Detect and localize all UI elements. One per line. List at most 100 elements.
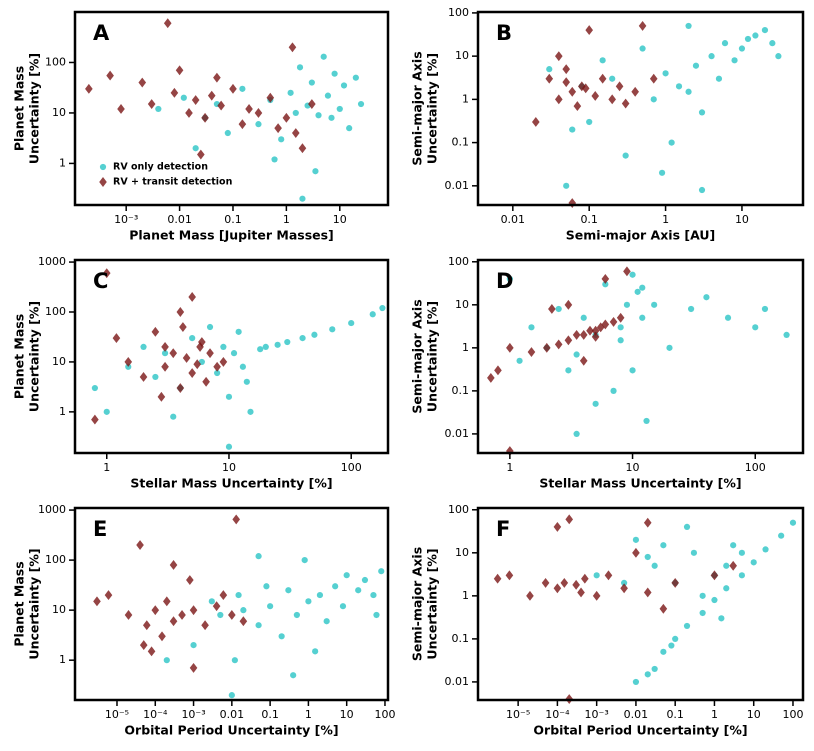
data-point xyxy=(298,143,307,154)
x-axis-label: Stellar Mass Uncertainty [%] xyxy=(539,476,741,491)
data-point xyxy=(659,603,668,614)
data-point xyxy=(666,344,673,351)
y-axis-label: Planet Mass xyxy=(12,314,27,399)
y-tick-label: 10 xyxy=(455,49,469,62)
x-tick-label: 10 xyxy=(333,213,347,226)
y-tick-label: 100 xyxy=(448,255,469,268)
y-tick-label: 1000 xyxy=(38,503,66,516)
data-point xyxy=(596,322,605,333)
y-tick-label: 1 xyxy=(462,589,469,602)
y-tick-label: 100 xyxy=(45,553,66,566)
data-point xyxy=(565,514,574,525)
x-tick-label: 0.01 xyxy=(624,708,649,721)
data-point xyxy=(336,105,343,113)
x-axis-label: Semi-major Axis [AU] xyxy=(566,228,716,243)
data-point xyxy=(278,633,285,640)
y-tick-label: 10 xyxy=(455,298,469,311)
data-point xyxy=(493,573,502,584)
data-point xyxy=(370,591,377,599)
data-point xyxy=(179,322,187,332)
legend-label: RV only detection xyxy=(113,162,208,173)
x-tick-label: 10 xyxy=(626,461,640,474)
data-point xyxy=(189,605,198,616)
data-point xyxy=(85,83,93,94)
data-point xyxy=(683,622,691,630)
data-point xyxy=(312,168,319,175)
data-point xyxy=(255,622,262,629)
data-point xyxy=(750,559,757,566)
data-point xyxy=(217,100,225,111)
data-point xyxy=(182,353,191,363)
data-point xyxy=(228,610,236,620)
data-point xyxy=(225,443,233,450)
x-tick-label: 1 xyxy=(305,708,312,721)
data-point xyxy=(591,325,600,336)
plot-frame xyxy=(476,506,805,702)
data-point xyxy=(140,343,147,350)
data-point xyxy=(639,284,646,291)
data-point xyxy=(201,620,209,631)
x-tick-label: 10 xyxy=(222,461,236,474)
data-point xyxy=(225,393,233,400)
data-point xyxy=(102,268,111,279)
data-point xyxy=(643,517,652,528)
data-point xyxy=(586,118,593,126)
data-point xyxy=(564,335,573,346)
data-point xyxy=(703,294,710,301)
data-point xyxy=(186,575,194,585)
data-point xyxy=(585,25,593,36)
data-point xyxy=(163,18,172,29)
data-point xyxy=(731,57,738,64)
data-point xyxy=(139,372,148,382)
x-axis-label: Orbital Period Uncertainty [%] xyxy=(124,723,338,738)
data-point xyxy=(288,42,297,53)
data-point xyxy=(201,112,209,123)
data-point xyxy=(138,77,147,88)
data-point xyxy=(708,53,715,60)
data-point xyxy=(169,348,178,359)
data-point xyxy=(355,587,362,594)
data-point xyxy=(339,603,347,610)
data-point xyxy=(239,363,246,370)
data-point xyxy=(699,592,706,599)
data-point xyxy=(762,546,769,553)
data-point xyxy=(323,618,330,625)
data-point xyxy=(572,329,581,340)
data-point xyxy=(568,86,577,97)
data-point xyxy=(675,83,683,90)
data-point xyxy=(124,356,133,367)
data-point xyxy=(553,583,562,594)
data-point xyxy=(124,610,133,620)
data-point xyxy=(723,585,730,592)
y-tick-label: 1 xyxy=(462,92,469,105)
data-point xyxy=(634,288,641,295)
y-tick-label: 100 xyxy=(45,55,66,68)
data-point xyxy=(208,598,215,605)
data-point xyxy=(593,572,600,579)
data-point xyxy=(573,430,580,438)
data-point xyxy=(545,73,554,84)
y-tick-label: 1 xyxy=(59,156,66,169)
panel-letter: F xyxy=(496,517,510,541)
data-point xyxy=(308,79,315,86)
legend-marker xyxy=(99,177,107,187)
data-point xyxy=(352,74,359,81)
data-point xyxy=(632,536,640,543)
data-point xyxy=(683,523,691,531)
data-point xyxy=(192,145,199,152)
data-point xyxy=(161,341,169,352)
data-point xyxy=(643,417,650,425)
data-point xyxy=(228,692,235,699)
data-point xyxy=(357,100,365,108)
data-point xyxy=(592,590,601,601)
data-point xyxy=(526,590,534,601)
data-point xyxy=(232,514,241,525)
data-point xyxy=(608,94,616,105)
data-point xyxy=(287,89,294,96)
data-point xyxy=(692,62,700,69)
data-point xyxy=(752,32,759,39)
data-point xyxy=(563,182,570,189)
data-point xyxy=(142,620,151,631)
y-tick-label: 1000 xyxy=(38,255,66,268)
x-tick-label: 0.01 xyxy=(501,213,526,226)
